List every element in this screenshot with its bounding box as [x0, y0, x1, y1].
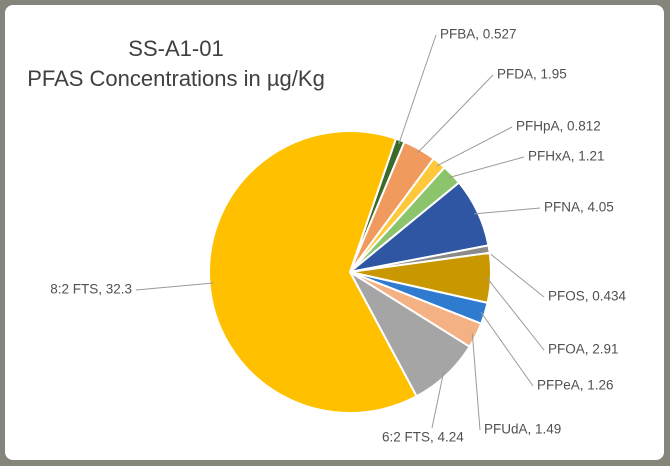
leader-line: [480, 311, 534, 387]
data-label: PFHpA, 0.812: [516, 119, 601, 134]
leader-line: [431, 371, 445, 429]
data-label: PFOS, 0.434: [548, 289, 627, 304]
leader-line: [471, 333, 481, 431]
leader-line: [135, 282, 214, 291]
leader-line: [398, 34, 437, 145]
data-label: 6:2 FTS, 4.24: [382, 430, 464, 445]
leader-line: [436, 126, 513, 167]
data-label: PFHxA, 1.21: [528, 149, 605, 164]
chart-subtitle: PFAS Concentrations in µg/Kg: [27, 66, 325, 91]
leader-line: [417, 74, 494, 154]
chart-title: SS-A1-01: [128, 36, 223, 61]
leader-line: [474, 207, 541, 215]
data-label: PFDA, 1.95: [497, 67, 567, 82]
data-label: PFBA, 0.527: [440, 27, 517, 42]
data-label: 8:2 FTS, 32.3: [50, 282, 132, 297]
leader-line: [484, 249, 545, 298]
leader-line: [486, 277, 545, 351]
leader-line: [449, 156, 525, 178]
data-label: PFOA, 2.91: [548, 342, 619, 357]
data-label: PFPeA, 1.26: [537, 378, 614, 393]
data-label: PFUdA, 1.49: [484, 422, 561, 437]
data-label: PFNA, 4.05: [544, 200, 614, 215]
